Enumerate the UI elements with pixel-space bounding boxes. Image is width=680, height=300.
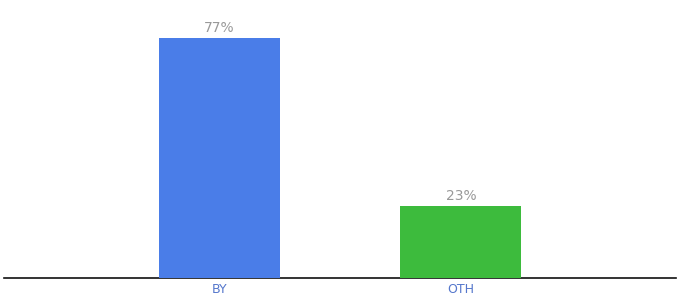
Bar [401, 206, 522, 278]
Text: 77%: 77% [204, 21, 235, 35]
Text: 23%: 23% [445, 189, 476, 203]
Bar [158, 38, 279, 278]
